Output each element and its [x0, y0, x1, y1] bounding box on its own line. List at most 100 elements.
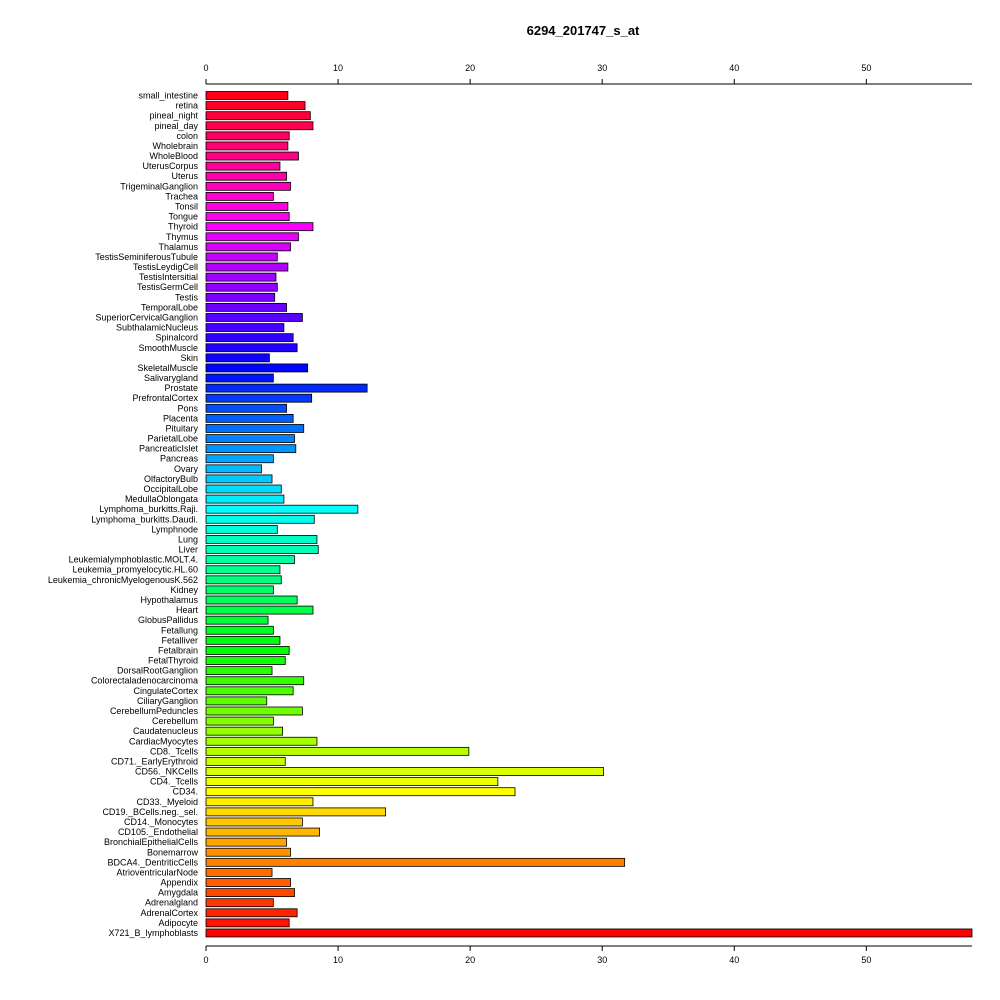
category-label: AdrenalCortex	[140, 908, 198, 918]
category-label: Adrenalgland	[145, 898, 198, 908]
bar	[205, 181, 291, 191]
bar	[205, 635, 281, 645]
tick-label: 20	[465, 63, 475, 73]
category-label: AtrioventricularNode	[116, 867, 198, 877]
category-label: small_intestine	[138, 91, 198, 101]
bar	[205, 121, 314, 131]
category-label: ParietalLobe	[147, 434, 198, 444]
bar	[205, 716, 274, 726]
category-label: SuperiorCervicalGanglion	[95, 312, 198, 322]
bar	[205, 676, 305, 686]
bar	[205, 504, 359, 514]
bar	[205, 373, 274, 383]
category-label: SubthalamicNucleus	[116, 323, 199, 333]
bar	[205, 434, 295, 443]
bar	[205, 292, 276, 302]
category-label: pineal_night	[149, 111, 198, 121]
bar	[205, 363, 309, 373]
bar	[205, 151, 299, 161]
bar	[205, 686, 294, 696]
tick-label: 20	[465, 955, 475, 965]
category-label: Ovary	[174, 464, 199, 474]
tick-label: 50	[861, 63, 871, 73]
category-labels: small_intestineretinapineal_nightpineal_…	[48, 91, 199, 938]
category-label: X721_B_lymphoblasts	[108, 928, 198, 938]
bar	[205, 615, 269, 625]
category-label: BDCA4._DentriticCells	[107, 857, 198, 867]
category-label: Thalamus	[158, 242, 198, 252]
category-label: TestisGermCell	[137, 282, 198, 292]
tick-label: 10	[333, 63, 343, 73]
tick-label: 0	[203, 955, 208, 965]
category-label: Uterus	[171, 171, 198, 181]
category-label: Leukemia_chronicMyelogenousK.562	[48, 575, 198, 585]
category-label: Caudatenucleus	[133, 726, 199, 736]
bar	[205, 898, 274, 908]
bar	[205, 878, 291, 887]
category-label: PancreaticIslet	[139, 444, 199, 454]
category-label: Trachea	[165, 191, 198, 201]
category-label: CD71._EarlyErythroid	[111, 756, 198, 766]
bar	[205, 494, 285, 504]
bar	[205, 393, 313, 403]
bar	[205, 222, 314, 232]
bar	[205, 555, 295, 565]
category-label: Thyroid	[168, 222, 198, 232]
category-label: Lung	[178, 534, 198, 544]
bar	[205, 111, 311, 121]
category-label: Kidney	[170, 585, 198, 595]
bar	[205, 777, 499, 787]
category-label: PrefrontalCortex	[132, 393, 198, 403]
category-label: Cerebellum	[152, 716, 198, 726]
tick-label: 30	[597, 955, 607, 965]
category-label: retina	[175, 101, 198, 111]
bar	[205, 131, 290, 141]
category-label: CardiacMyocytes	[129, 736, 199, 746]
category-label: Bonemarrow	[147, 847, 199, 857]
bar	[205, 171, 287, 181]
bar	[205, 918, 290, 928]
chart-title: 6294_201747_s_at	[527, 23, 640, 38]
tick-label: 40	[729, 63, 739, 73]
bar	[205, 91, 289, 100]
bar	[205, 585, 274, 595]
tick-label: 40	[729, 955, 739, 965]
bar	[205, 212, 290, 221]
category-label: UterusCorpus	[142, 161, 198, 171]
bar	[205, 454, 274, 464]
category-label: Placenta	[163, 413, 198, 423]
category-label: Leukemia_promyelocytic.HL.60	[72, 565, 198, 575]
bar	[205, 272, 277, 282]
bar	[205, 666, 273, 676]
category-label: Lymphoma_burkitts.Daudi.	[91, 514, 198, 524]
category-label: Lymphnode	[151, 524, 198, 534]
category-label: CerebellumPeduncles	[110, 706, 199, 716]
bar	[205, 837, 287, 847]
bar	[205, 383, 368, 393]
category-label: CiliaryGanglion	[137, 696, 198, 706]
bar	[205, 656, 286, 665]
tick-label: 30	[597, 63, 607, 73]
category-label: CD105._Endothelial	[118, 827, 198, 837]
category-label: CD34.	[172, 787, 198, 797]
bar	[205, 141, 289, 151]
category-label: Thymus	[166, 232, 199, 242]
category-label: Adipocyte	[158, 918, 198, 928]
category-label: Colorectaladenocarcinoma	[91, 676, 198, 686]
category-label: CD8._Tcells	[150, 746, 199, 756]
bar	[205, 191, 274, 201]
bar	[205, 787, 516, 797]
category-label: Pituitary	[165, 423, 198, 433]
category-label: OlfactoryBulb	[144, 474, 198, 484]
bar	[205, 726, 283, 736]
category-label: SmoothMuscle	[138, 343, 198, 353]
category-label: CingulateCortex	[133, 686, 198, 696]
bar	[205, 888, 295, 898]
category-label: Fetalliver	[161, 635, 198, 645]
bar	[205, 847, 291, 857]
category-label: TestisLeydigCell	[133, 262, 198, 272]
bar	[205, 232, 299, 242]
bar	[205, 242, 291, 252]
bar	[205, 424, 305, 433]
bar	[205, 625, 274, 635]
